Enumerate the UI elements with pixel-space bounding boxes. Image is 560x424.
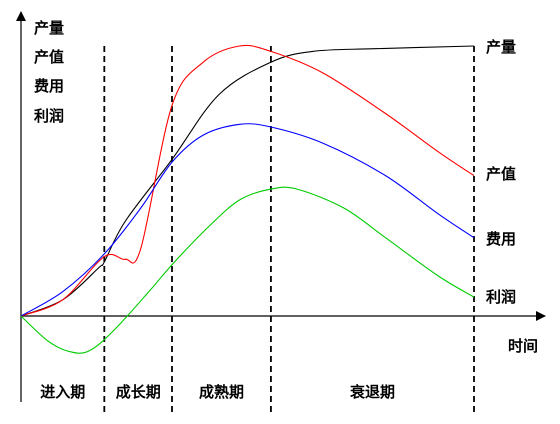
stage-dividers xyxy=(103,44,475,412)
y-axis-label-line: 利润 xyxy=(34,107,64,125)
series-line-利润 xyxy=(20,186,475,354)
series-label: 费用 xyxy=(486,230,516,248)
series-lines xyxy=(20,44,475,354)
series-label: 产值 xyxy=(486,165,516,183)
series-line-产量 xyxy=(20,45,475,317)
series-label: 产量 xyxy=(486,38,516,56)
stage-label: 成熟期 xyxy=(199,383,244,401)
series-label: 利润 xyxy=(486,288,516,306)
series-line-费用 xyxy=(20,123,475,317)
stage-labels: 进入期 成长期 成熟期 衰退期 xyxy=(40,383,395,401)
series-line-产值 xyxy=(20,44,475,317)
y-axis-label-line: 费用 xyxy=(34,77,64,95)
stage-label: 进入期 xyxy=(40,383,85,401)
stage-label: 成长期 xyxy=(116,383,161,401)
y-axis-label-line: 产值 xyxy=(34,48,64,66)
y-axis-label-line: 产量 xyxy=(34,19,64,37)
axes xyxy=(16,11,546,402)
x-axis-label: 时间 xyxy=(508,337,538,355)
stage-label: 衰退期 xyxy=(349,383,395,401)
